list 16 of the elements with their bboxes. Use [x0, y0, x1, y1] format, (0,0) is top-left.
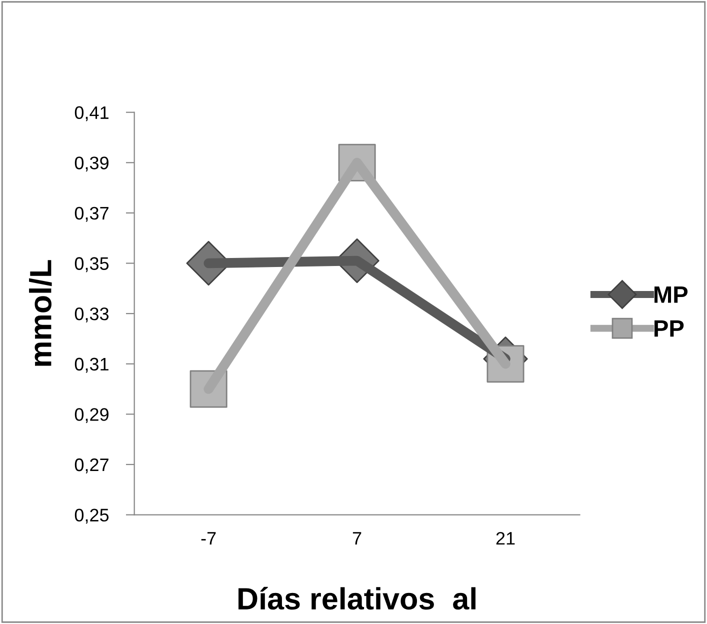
y-tick-label: 0,41: [74, 106, 108, 122]
x-tick-label: 21: [496, 532, 515, 545]
legend-label: MP: [654, 286, 688, 303]
y-tick-label: 0,29: [74, 408, 108, 424]
y-tick-label: 0,25: [74, 508, 109, 524]
x-tick-label: -7: [201, 532, 216, 545]
y-tick-label: 0,27: [74, 458, 108, 474]
y-tick-label: 0,31: [74, 358, 108, 373]
y-tick-label: 0,35: [74, 257, 109, 272]
y-tick-label: 0,33: [74, 307, 109, 322]
y-axis-title: mmol/L: [29, 260, 52, 366]
legend-label: PP: [654, 320, 684, 337]
y-tick-label: 0,37: [74, 206, 108, 222]
x-axis-title: Días relativos al: [238, 586, 476, 610]
x-tick-label: 7: [352, 532, 362, 545]
y-tick-label: 0,39: [74, 156, 108, 172]
